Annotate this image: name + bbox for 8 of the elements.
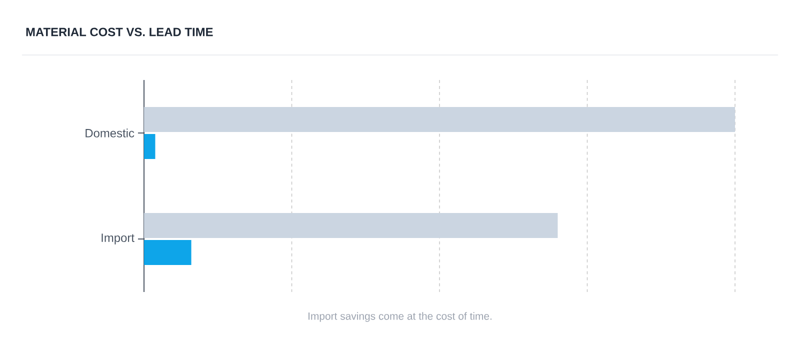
- bar: [144, 213, 558, 238]
- bar: [144, 240, 192, 266]
- chart-title: MATERIAL COST VS. LEAD TIME: [26, 28, 213, 36]
- bar: [144, 107, 736, 132]
- y-tick-label: Import: [102, 234, 134, 244]
- bar: [144, 134, 156, 160]
- y-tick-label: Domestic: [86, 128, 134, 138]
- text: Import savings come at the cost of time.: [308, 312, 492, 322]
